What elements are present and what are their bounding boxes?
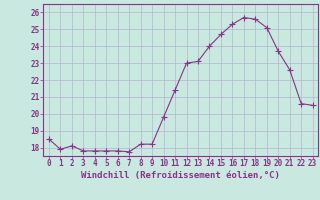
X-axis label: Windchill (Refroidissement éolien,°C): Windchill (Refroidissement éolien,°C) [81, 171, 280, 180]
